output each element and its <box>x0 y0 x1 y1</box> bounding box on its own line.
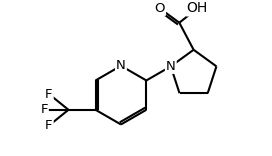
Text: N: N <box>116 59 126 72</box>
Text: N: N <box>166 60 176 73</box>
Text: F: F <box>45 119 53 132</box>
Text: OH: OH <box>187 1 208 15</box>
Text: O: O <box>154 2 165 15</box>
Text: F: F <box>40 103 48 116</box>
Text: F: F <box>45 88 53 100</box>
